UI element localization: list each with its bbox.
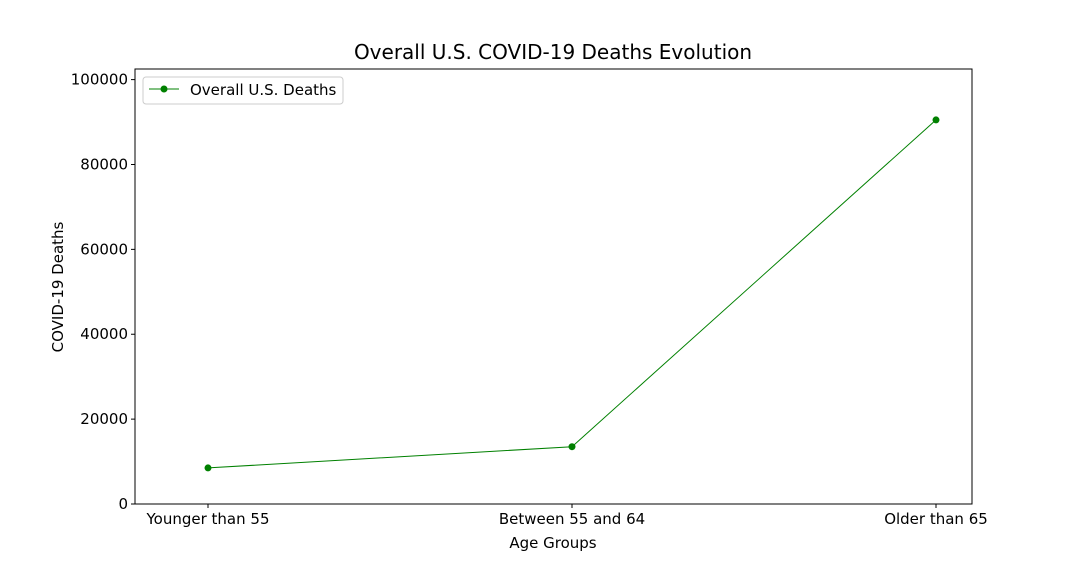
series-line xyxy=(207,119,937,469)
y-tick-label: 0 xyxy=(118,495,128,513)
x-tick-label: Older than 65 xyxy=(884,510,988,528)
plot-area xyxy=(134,68,973,505)
y-tick-label: 20000 xyxy=(80,410,128,428)
y-tick-label: 60000 xyxy=(80,240,128,258)
data-point xyxy=(204,464,212,472)
legend-label: Overall U.S. Deaths xyxy=(190,81,337,99)
x-tick-label: Younger than 55 xyxy=(146,510,270,528)
y-tick-label: 40000 xyxy=(80,325,128,343)
x-tick-label: Between 55 and 64 xyxy=(499,510,645,528)
y-axis: 0 20000 40000 60000 80000 100000 xyxy=(71,71,135,513)
y-tick-label: 80000 xyxy=(80,155,128,173)
chart-title: Overall U.S. COVID-19 Deaths Evolution xyxy=(354,40,752,64)
legend: Overall U.S. Deaths xyxy=(142,76,344,105)
y-axis-label: COVID-19 Deaths xyxy=(49,221,67,352)
series-layer xyxy=(204,116,940,472)
y-tick-label: 100000 xyxy=(71,71,128,89)
legend-dot-marker xyxy=(160,85,168,93)
data-point xyxy=(932,116,940,124)
legend-box xyxy=(142,76,344,105)
x-axis-label: Age Groups xyxy=(509,534,596,552)
x-axis: Younger than 55 Between 55 and 64 Older th… xyxy=(146,504,988,528)
data-point xyxy=(568,443,576,451)
